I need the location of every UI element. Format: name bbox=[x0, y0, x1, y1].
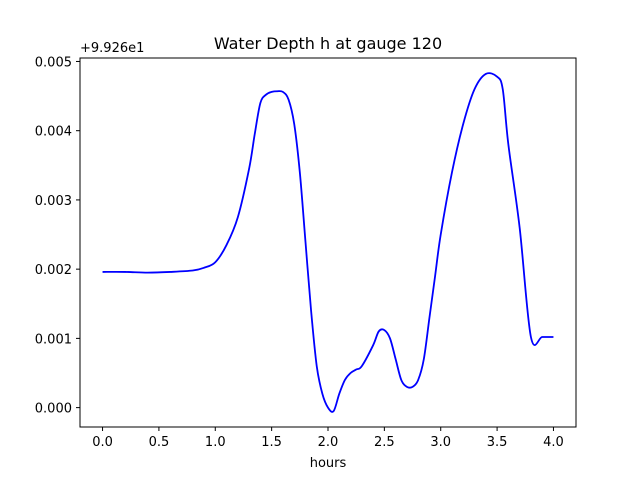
series-line-0 bbox=[102, 72, 554, 413]
chart-title: Water Depth h at gauge 120 bbox=[214, 34, 442, 53]
y-tick-label: 0.000 bbox=[35, 402, 72, 417]
y-tick-label: 0.001 bbox=[35, 332, 72, 347]
y-tick-label: 0.005 bbox=[35, 55, 72, 70]
y-tick-label: 0.004 bbox=[35, 125, 72, 140]
x-tick-label: 0.5 bbox=[149, 435, 170, 450]
y-tick-label: 0.003 bbox=[35, 194, 72, 209]
x-tick-label: 3.0 bbox=[430, 435, 451, 450]
x-tick-label: 2.0 bbox=[318, 435, 339, 450]
y-tick-label: 0.002 bbox=[35, 263, 72, 278]
x-tick-label: 4.0 bbox=[543, 435, 564, 450]
x-tick-label: 1.5 bbox=[261, 435, 282, 450]
x-tick-label: 0.0 bbox=[92, 435, 113, 450]
plot-area: 0.0 0.5 1.0 1.5 2.0 2.5 3.0 3.5 4.0 0.000 0.001 0.0… bbox=[35, 55, 577, 450]
y-offset-label: +9.926e1 bbox=[80, 41, 144, 56]
x-axis-label: hours bbox=[310, 456, 347, 471]
x-tick-label: 1.0 bbox=[205, 435, 226, 450]
x-tick-label: 3.5 bbox=[487, 435, 508, 450]
x-tick-label: 2.5 bbox=[374, 435, 395, 450]
